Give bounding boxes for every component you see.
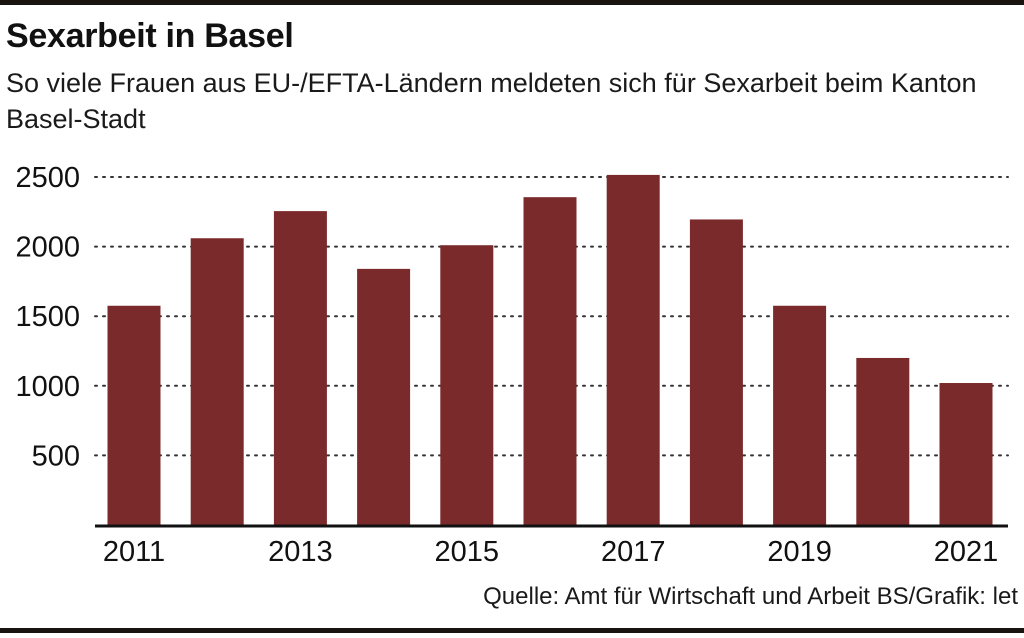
bar-2013 [273, 211, 327, 525]
bar-chart: 500 1000 1500 2000 2500 2011 2013 2015 2017 2019 2… [15, 162, 1009, 568]
bar-2017 [606, 174, 660, 526]
x-tick-label-2017: 2017 [601, 536, 666, 568]
x-tick-label-2015: 2015 [435, 536, 500, 568]
y-tick-label-500: 500 [32, 440, 80, 472]
x-tick-label-2011: 2011 [103, 536, 165, 568]
x-tick-label-2021: 2021 [934, 536, 999, 568]
bar-2016 [523, 197, 577, 525]
bar-2015 [440, 245, 494, 525]
x-tick-label-2013: 2013 [268, 536, 333, 568]
y-tick-label-1500: 1500 [15, 301, 80, 333]
x-tick-label-2019: 2019 [767, 536, 832, 568]
y-tick-label-2500: 2500 [15, 162, 80, 194]
bar-2011 [107, 305, 161, 525]
y-tick-label-2000: 2000 [15, 232, 80, 264]
chart-title: Sexarbeit in Basel [6, 17, 294, 55]
chart-subtitle: So viele Frauen aus EU-/EFTA-Ländern mel… [6, 68, 977, 134]
bar-2014 [357, 268, 411, 525]
bar-2018 [689, 219, 743, 525]
bar-2012 [190, 238, 244, 526]
y-tick-label-1000: 1000 [15, 371, 80, 403]
bar-2021 [939, 383, 993, 525]
bar-2020 [856, 357, 910, 525]
source-note: Quelle: Amt für Wirtschaft und Arbeit BS… [483, 583, 1018, 610]
bar-2019 [773, 305, 827, 525]
